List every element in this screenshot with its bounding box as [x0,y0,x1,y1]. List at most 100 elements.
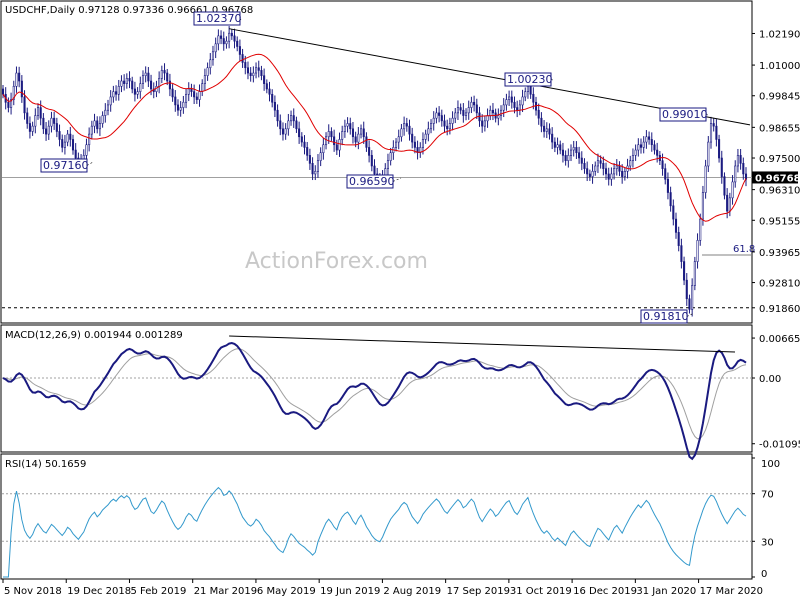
callout-box-3 [40,158,88,173]
candle-body-203 [548,128,551,135]
candle-body-63 [171,88,174,98]
candle-body-199 [537,109,540,119]
candle-body-250 [674,218,678,233]
candle-body-135 [365,136,368,148]
candle-body-215 [580,157,583,164]
candle-body-43 [117,86,120,95]
candle-body-93 [252,72,255,76]
callout-text-4: 0.96590 [349,175,395,188]
candle-body-189 [510,96,513,103]
x-tick-label-0: 5 Nov 2018 [4,586,62,597]
candle-body-272 [734,165,737,183]
candle-body-235 [634,149,637,156]
candle-body-64 [174,96,177,106]
candle-body-19 [53,117,56,124]
candle-body-123 [333,136,336,146]
candle-body-110 [298,128,301,138]
candle-body-37 [101,115,104,124]
candle-body-204 [551,133,554,143]
candle-body-99 [268,88,271,95]
candle-body-75 [203,75,206,84]
candle-body-144 [389,152,392,161]
candle-body-224 [604,168,608,175]
candle-body-217 [586,168,589,175]
candle-body-193 [521,96,524,106]
macd-tick-label-0: 0.006657 [759,334,800,345]
candle-body-81 [220,35,223,39]
price-tick-label-8: 0.92810 [759,279,800,290]
x-tick-label-8: 31 Oct 2019 [510,586,572,597]
candle-body-147 [397,136,400,143]
candle-body-240 [648,136,651,140]
candle-body-138 [373,165,376,175]
candle-body-31 [85,144,88,156]
candle-body-15 [42,117,45,130]
candle-body-18 [50,117,53,127]
candle-body-178 [481,120,484,127]
candle-body-120 [325,136,328,146]
candle-body-267 [720,157,723,177]
candle-body-104 [281,128,285,135]
price-tick-label-2: 0.99845 [759,92,800,103]
candle-body-260 [701,192,704,220]
price-grid [2,176,752,309]
macd-trendline [229,335,736,353]
candle-body-202 [545,128,548,132]
candle-body-165 [446,125,449,130]
candle-body-270 [728,197,731,212]
candle-body-38 [104,109,107,116]
candle-body-45 [123,80,126,84]
candle-body-130 [351,128,355,138]
candle-body-225 [607,173,610,180]
candle-body-124 [335,144,338,151]
candle-body-273 [736,155,739,167]
candle-body-222 [599,160,602,164]
rsi-tick-label-2: 30 [761,537,774,548]
candle-body-51 [139,83,142,92]
candle-body-246 [664,168,667,180]
candle-body-6 [18,72,21,82]
candle-body-125 [338,139,341,151]
candle-body-55 [150,80,153,90]
candle-body-13 [36,107,40,116]
candle-body-16 [45,128,48,135]
candle-body-98 [265,83,268,90]
candle-body-40 [109,96,112,106]
candle-body-39 [106,104,110,111]
candle-body-268 [723,176,726,196]
candle-body-256 [691,285,694,310]
watermark: ActionForex.com [245,249,428,274]
candle-body-206 [556,144,559,148]
candle-body-211 [569,149,573,156]
candle-body-181 [489,109,492,116]
macd-tick-label-2: -0.010955 [759,440,800,451]
candle-body-252 [680,245,683,262]
candle-body-115 [311,163,314,175]
x-tick-label-7: 17 Sep 2019 [447,586,510,597]
x-tick-label-1: 19 Dec 2018 [67,586,131,597]
callout-leader-4 [392,177,402,182]
candle-body-153 [413,141,416,148]
candle-body-237 [639,144,643,148]
macd-tick-label-1: 0.00 [759,374,781,385]
overlays: 61.8 1.02370 1.00230 0.99010 0.97160 0.96590 0… [40,11,755,324]
candle-body-158 [427,128,430,135]
candle-body-168 [454,112,457,119]
candle-body-101 [273,101,276,111]
fib-label: 61.8 [733,244,755,255]
candle-body-61 [166,72,169,82]
candle-body-87 [236,40,239,47]
rsi-tick-label-1: 70 [761,490,774,501]
candle-body-214 [578,152,581,159]
macd-layer [2,335,752,461]
candle-body-263 [709,123,713,143]
candle-body-271 [731,181,734,199]
candle-body-111 [300,136,303,143]
candle-body-49 [133,88,136,95]
candle-body-21 [58,131,61,140]
candle-body-20 [55,123,58,132]
candle-body-258 [696,240,699,262]
rsi-tick-label-0: 100 [761,459,780,470]
candle-body-36 [98,123,101,130]
candle-body-50 [136,91,139,95]
